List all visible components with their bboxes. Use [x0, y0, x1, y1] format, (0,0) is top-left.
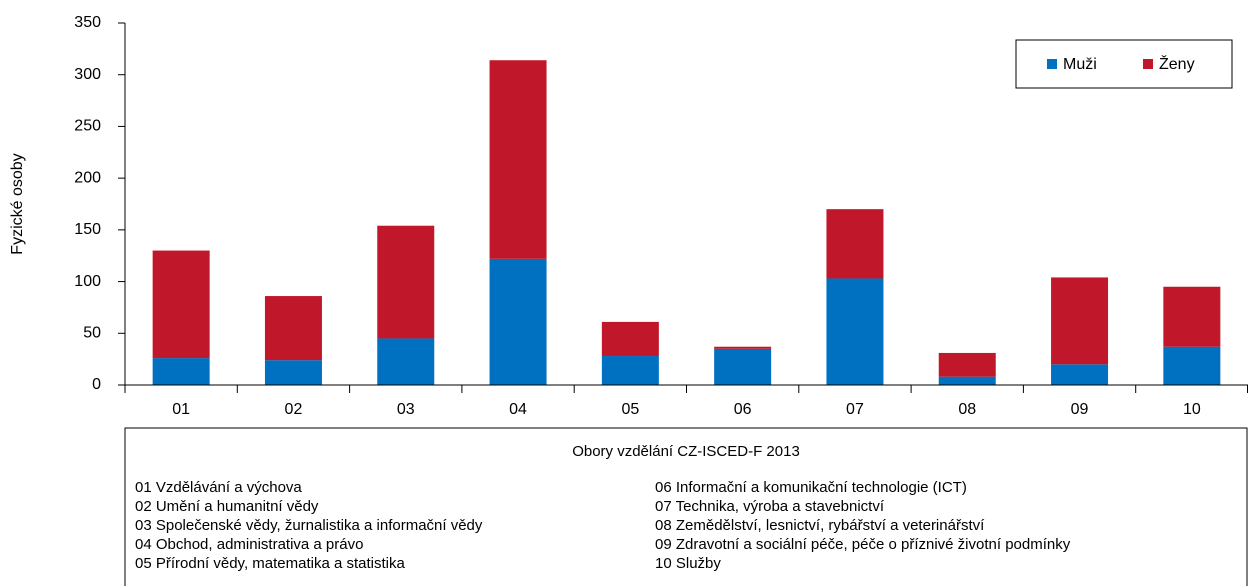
bar-segment	[377, 225, 435, 339]
y-tick-label: 250	[74, 118, 101, 135]
legend-label: Ženy	[1159, 54, 1195, 73]
legend-label: Muži	[1063, 56, 1097, 73]
x-tick-label: 03	[397, 401, 415, 418]
bar-segment	[152, 250, 210, 359]
x-tick-label: 01	[172, 401, 190, 418]
legend-swatch	[1047, 59, 1057, 69]
footnote-item: 06 Informační a komunikační technologie …	[655, 479, 967, 496]
footnote-item: 07 Technika, výroba a stavebnictví	[655, 498, 885, 515]
footnote-item: 01 Vzdělávání a výchova	[135, 479, 302, 496]
x-tick-label: 05	[621, 401, 639, 418]
footnote-item: 05 Přírodní vědy, matematika a statistik…	[135, 555, 405, 572]
bar-segment	[826, 278, 884, 385]
y-tick-label: 350	[74, 14, 101, 31]
y-tick-label: 150	[74, 221, 101, 238]
bar-segment	[1051, 364, 1109, 385]
footnote-item: 08 Zemědělství, lesnictví, rybářství a v…	[655, 517, 985, 534]
bar-segment	[377, 338, 435, 385]
bar-segment	[1051, 277, 1109, 365]
bar-segment	[489, 60, 547, 259]
footnote-item: 09 Zdravotní a sociální péče, péče o pří…	[655, 536, 1071, 553]
legend-swatch	[1143, 59, 1153, 69]
x-tick-label: 04	[509, 401, 527, 418]
bar-segment	[1163, 286, 1221, 347]
y-tick-label: 50	[83, 325, 101, 342]
x-tick-label: 06	[734, 401, 752, 418]
x-tick-label: 08	[958, 401, 976, 418]
footnote-item: 02 Umění a humanitní vědy	[135, 498, 319, 515]
bar-segment	[264, 296, 322, 361]
footnote-box	[124, 427, 1248, 586]
y-tick-label: 300	[74, 66, 101, 83]
bar-segment	[826, 209, 884, 279]
footnote-item: 04 Obchod, administrativa a právo	[135, 536, 363, 553]
bar-segment	[938, 352, 996, 377]
bar-segment	[264, 360, 322, 385]
bar-segment	[601, 356, 659, 385]
x-tick-label: 09	[1071, 401, 1089, 418]
bar-segment	[601, 321, 659, 357]
y-tick-label: 200	[74, 169, 101, 186]
footnote-item: 03 Společenské vědy, žurnalistika a info…	[135, 517, 483, 534]
footnote-item: 10 Služby	[655, 555, 721, 572]
bar-segment	[152, 358, 210, 385]
x-tick-label: 07	[846, 401, 864, 418]
bar-segment	[1163, 346, 1221, 385]
x-tick-label: 02	[285, 401, 303, 418]
y-axis-label: Fyzické osoby	[9, 153, 26, 254]
y-tick-label: 0	[92, 376, 101, 393]
bar-segment	[714, 348, 772, 385]
bar-segment	[714, 346, 772, 349]
bar-segment	[938, 376, 996, 385]
x-tick-label: 10	[1183, 401, 1201, 418]
bar-segment	[489, 258, 547, 385]
footnote-title: Obory vzdělání CZ-ISCED-F 2013	[572, 443, 800, 460]
y-tick-label: 100	[74, 273, 101, 290]
